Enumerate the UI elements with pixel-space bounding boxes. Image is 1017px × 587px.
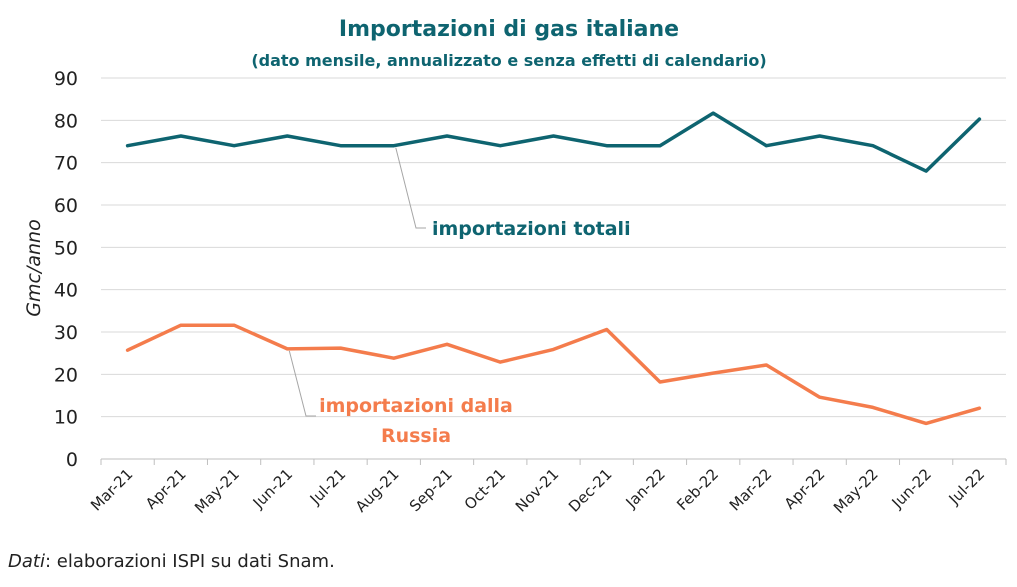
x-tick-label: Dec-21 xyxy=(565,465,616,516)
chart: Importazioni di gas italiane (dato mensi… xyxy=(23,17,1007,517)
x-tick-label: Jan-22 xyxy=(622,465,669,512)
y-tick-label: 70 xyxy=(54,153,78,175)
series-label-russia-line: importazioni dalla xyxy=(319,395,513,417)
chart-title: Importazioni di gas italiane xyxy=(339,17,679,42)
y-tick-label: 50 xyxy=(54,237,78,259)
source-note: Dati: elaborazioni ISPI su dati Snam. xyxy=(8,551,335,572)
x-tick-label: Jun-22 xyxy=(888,465,935,512)
series-labels: importazioni totali importazioni dalla Rus… xyxy=(319,218,630,447)
y-tick-label: 60 xyxy=(54,195,78,217)
gridlines xyxy=(101,77,1006,418)
x-axis: Mar-21 Apr-21 May-21 Jun-21 Jul-21 Aug-21 Sep-… xyxy=(87,458,1007,517)
x-tick-label: May-22 xyxy=(830,465,882,517)
series-lines xyxy=(125,111,982,426)
x-tick-label: May-21 xyxy=(191,465,243,517)
series-label-totali: importazioni totali xyxy=(432,218,631,240)
series-label-russia-line: Russia xyxy=(381,425,451,447)
chart-subtitle: (dato mensile, annualizzato e senza effe… xyxy=(251,51,766,70)
y-axis-label: Gmc/anno xyxy=(23,219,45,316)
y-tick-label: 0 xyxy=(66,449,78,471)
x-tick-label: Feb-22 xyxy=(673,465,722,514)
x-tick-label: Jul-22 xyxy=(945,465,989,509)
x-tick-label: Jul-21 xyxy=(306,465,350,509)
y-tick-label: 90 xyxy=(54,68,78,90)
x-tick-label: Nov-21 xyxy=(512,465,562,515)
series-line-1 xyxy=(125,323,982,426)
x-tick-label: Mar-22 xyxy=(726,465,775,514)
y-axis-ticks: 0 10 20 30 40 50 60 70 80 90 xyxy=(54,68,78,471)
x-tick-label: Aug-21 xyxy=(352,465,403,516)
y-tick-label: 30 xyxy=(54,322,78,344)
x-tick-label: Sep-21 xyxy=(406,465,456,515)
y-tick-label: 80 xyxy=(54,110,78,132)
y-tick-label: 20 xyxy=(54,364,78,386)
source-text: : elaborazioni ISPI su dati Snam. xyxy=(44,551,335,572)
x-tick-label: Mar-21 xyxy=(87,465,136,514)
label-leader-lines xyxy=(288,147,426,417)
y-tick-label: 40 xyxy=(54,280,78,302)
x-tick-label: Apr-21 xyxy=(142,465,190,513)
y-tick-label: 10 xyxy=(54,407,78,429)
x-tick-label: Apr-22 xyxy=(781,465,829,513)
x-tick-label: Jun-21 xyxy=(249,465,296,512)
series-line-0 xyxy=(125,111,982,173)
leader-line-totals xyxy=(395,147,426,229)
leader-line-russia xyxy=(288,350,316,417)
source-prefix: Dati xyxy=(8,551,45,572)
x-tick-label: Oct-21 xyxy=(461,465,509,513)
